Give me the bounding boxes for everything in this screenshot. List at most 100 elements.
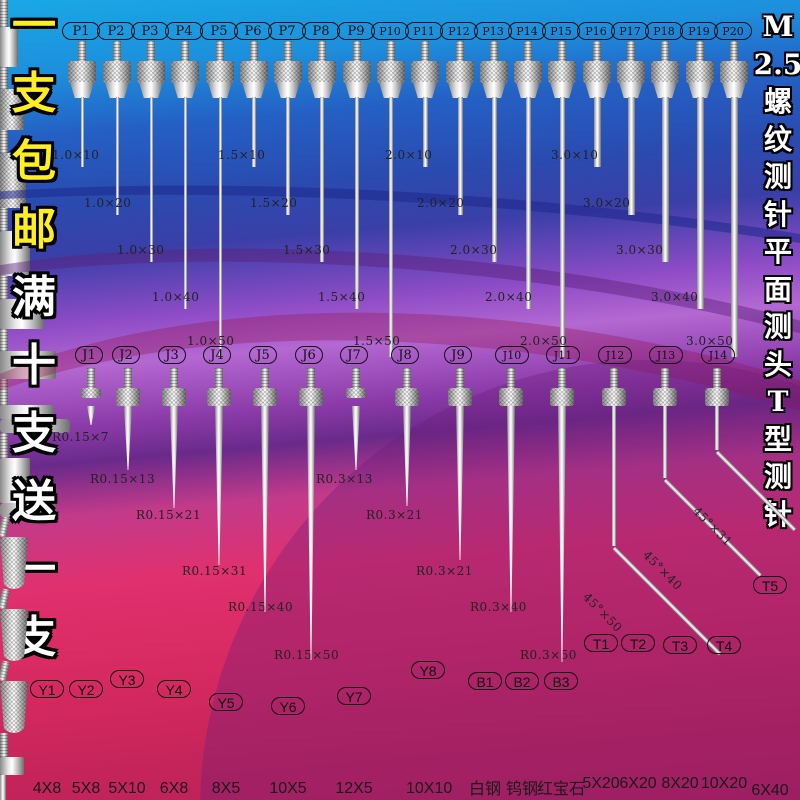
knurled-grip (583, 61, 611, 83)
thread (456, 368, 464, 390)
slogan-char: 支 (12, 68, 56, 119)
probe-p6: P6 (234, 22, 272, 422)
t-id-label: T4 (707, 636, 741, 654)
y-id-label: Y5 (209, 693, 243, 711)
probe-id-label: P15 (542, 22, 580, 40)
thread (0, 208, 8, 231)
probe-id-label: P7 (268, 22, 306, 40)
probe-p4: P4 (165, 22, 203, 422)
probe-id-label: J3 (158, 346, 186, 364)
probe-id-label: J11 (546, 346, 580, 364)
knurled-grip (514, 61, 542, 83)
thread (456, 41, 464, 63)
probe-j1: J1 (71, 346, 111, 686)
dimension-label: 1.5×40 (318, 290, 366, 304)
b-id-label: B3 (544, 672, 578, 690)
thread (87, 368, 95, 390)
thread (113, 41, 121, 63)
probe-id-label: P12 (440, 22, 478, 40)
y-id-label: Y8 (411, 661, 445, 679)
t-id-label: T1 (584, 634, 618, 652)
y-size-label: 10X10 (406, 780, 453, 797)
knurled-collar (116, 388, 140, 406)
cone (310, 82, 334, 98)
t-size-label: 8X20 (661, 775, 699, 792)
cone (550, 82, 574, 98)
probe-id-label: P11 (405, 22, 443, 40)
probe-p10: P10 (371, 22, 409, 422)
cone (516, 82, 540, 98)
dimension-label: 2.0×40 (485, 290, 533, 304)
knurled-grip (548, 61, 576, 83)
knurled-collar (448, 388, 472, 406)
rod (730, 97, 738, 357)
probe-id-label: J6 (295, 346, 323, 364)
thread (661, 41, 669, 63)
y-size-label: 6X8 (159, 780, 189, 797)
knurled-collar (550, 388, 574, 406)
rod (183, 97, 187, 309)
knurled-collar (499, 388, 523, 406)
probe-id-label: P1 (62, 22, 100, 40)
dimension-label: 3.0×10 (551, 148, 599, 162)
title-char: 螺 (763, 85, 792, 118)
probe-j5: J5 (245, 346, 285, 686)
rod (422, 97, 428, 167)
knurled-grip (343, 61, 371, 83)
thread (307, 368, 315, 390)
probe-id-label: P4 (165, 22, 203, 40)
thread (250, 41, 258, 63)
y-size-label: 5X10 (108, 780, 146, 797)
slogan-char: 满 (12, 272, 56, 323)
cone (105, 82, 129, 98)
slogan-char: 一 (12, 0, 56, 51)
knurled-collar (299, 388, 323, 406)
probe-p16: P16 (577, 22, 615, 422)
flange (0, 503, 56, 517)
tapered-needle (170, 406, 178, 508)
y-body (0, 153, 26, 208)
probe-p5: P5 (200, 22, 238, 422)
knurled-collar (253, 388, 277, 406)
thread (0, 67, 8, 89)
dimension-label: R0.3×21 (416, 564, 473, 578)
knurled-grip (137, 61, 165, 83)
left-promo-slogan: 一支包邮满十支送一支 (8, 0, 60, 672)
probe-j4: J4 (199, 346, 239, 686)
cone (619, 82, 643, 98)
dimension-label: R0.15×31 (182, 564, 248, 578)
dimension-label: R0.3×21 (366, 508, 423, 522)
knurled-grip (480, 61, 508, 83)
cone (139, 82, 163, 98)
rod (252, 97, 256, 167)
cone (413, 82, 437, 98)
knurled-collar (705, 388, 729, 406)
ball-tip-body (0, 681, 28, 733)
cone (345, 82, 369, 98)
dimension-label: R0.15×13 (90, 472, 156, 486)
probe-p15: P15 (542, 22, 580, 422)
cone (70, 82, 94, 98)
probe-p13: P13 (474, 22, 512, 422)
b-material-label: 白钢 (468, 781, 501, 798)
dimension-label: 1.5×20 (250, 196, 298, 210)
b-id-label: B1 (468, 672, 502, 690)
dimension-label: 3.0×30 (616, 243, 664, 257)
y-size-label: 10X5 (269, 780, 307, 797)
thread (558, 41, 566, 63)
slogan-char: 支 (12, 408, 56, 459)
probe-id-label: P17 (611, 22, 649, 40)
rod (115, 97, 119, 215)
rod (525, 97, 531, 309)
right-product-title: M2.5螺纹测针平面测头T型测针 (754, 8, 800, 533)
probe-p14: P14 (508, 22, 546, 422)
y-body (0, 351, 56, 379)
thread (387, 41, 395, 63)
thread (0, 379, 8, 405)
probe-id-label: P16 (577, 22, 615, 40)
title-char: M (762, 10, 794, 43)
rod (491, 97, 497, 262)
dimension-label: 3.0×20 (583, 196, 631, 210)
knurled-grip (240, 61, 268, 83)
dimension-label: 1.0×40 (152, 290, 200, 304)
